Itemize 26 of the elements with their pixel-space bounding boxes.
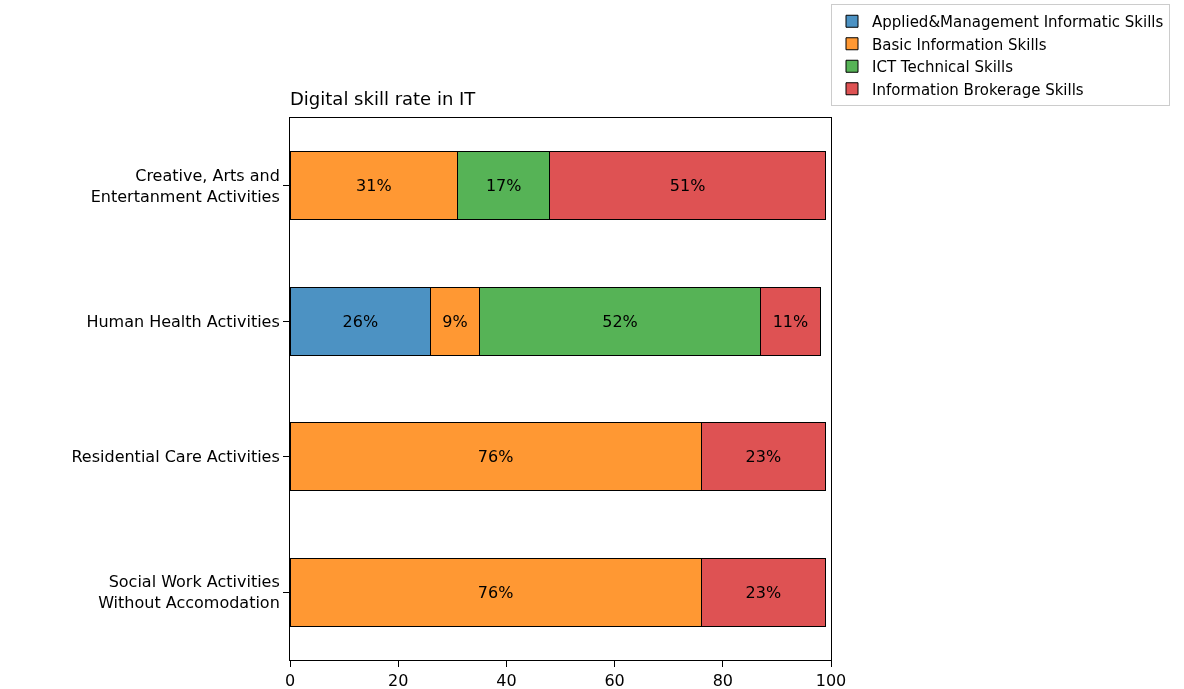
legend-label: Information Brokerage Skills bbox=[872, 80, 1084, 99]
data-label: 52% bbox=[602, 311, 638, 331]
data-label: 26% bbox=[342, 311, 379, 331]
legend-label: ICT Technical Skills bbox=[872, 58, 1014, 77]
data-label: 23% bbox=[745, 582, 782, 602]
y-tick-label: Creative, Arts and Entertanment Activities bbox=[90, 165, 280, 206]
data-label: 76% bbox=[477, 447, 514, 467]
data-label: 51% bbox=[669, 176, 706, 196]
data-label: 11% bbox=[772, 311, 809, 331]
x-tick-label: 100 bbox=[815, 671, 847, 689]
x-tick-label: 80 bbox=[712, 671, 733, 689]
x-tick-label: 0 bbox=[284, 671, 296, 689]
legend-label: Basic Information Skills bbox=[872, 35, 1047, 54]
data-label: 23% bbox=[745, 447, 782, 467]
data-label: 17% bbox=[485, 176, 522, 196]
y-tick-label: Human Health Activities bbox=[86, 311, 280, 331]
y-tick-label: Social Work Activities Without Accomodation bbox=[98, 572, 280, 613]
legend-label: Applied&Management Informatic Skills bbox=[872, 13, 1164, 32]
data-label: 76% bbox=[477, 582, 514, 602]
y-tick-label: Residential Care Activities bbox=[71, 447, 280, 467]
chart-title: Digital skill rate in IT bbox=[290, 87, 477, 109]
x-tick-label: 60 bbox=[604, 671, 625, 689]
x-tick-label: 20 bbox=[388, 671, 409, 689]
x-tick-label: 40 bbox=[496, 671, 517, 689]
data-label: 9% bbox=[442, 311, 468, 331]
data-label: 31% bbox=[356, 176, 392, 196]
